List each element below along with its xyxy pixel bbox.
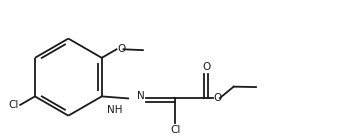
Text: O: O [202, 62, 211, 72]
Text: O: O [213, 93, 222, 103]
Text: Cl: Cl [170, 125, 181, 135]
Text: Cl: Cl [9, 100, 19, 110]
Text: NH: NH [107, 105, 123, 115]
Text: N: N [137, 91, 145, 101]
Text: O: O [118, 43, 126, 54]
